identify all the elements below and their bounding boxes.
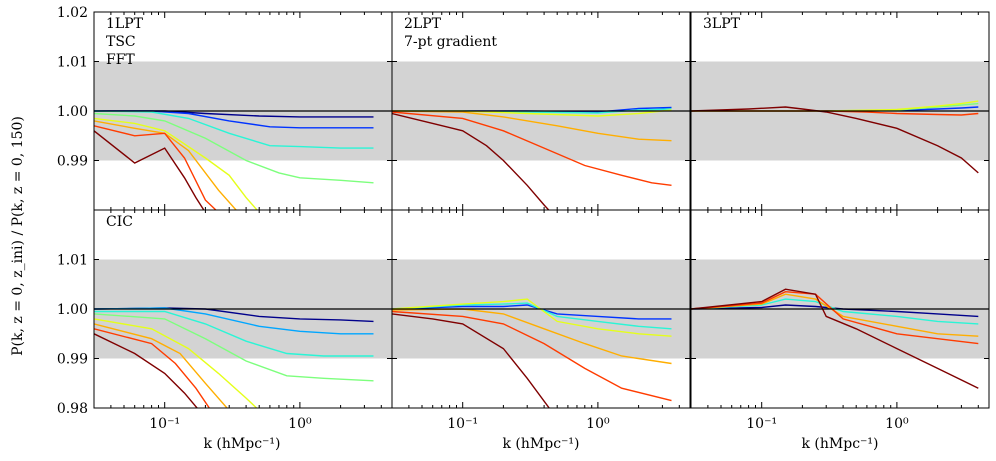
- y-tick-label: 0.99: [57, 154, 88, 170]
- series-line-top-3lpt-4: [691, 106, 979, 174]
- panel-bottom-2lpt: 10⁻¹ 10⁰: [391, 209, 691, 432]
- axis-labels: P(k, z = 0, z_ini) / P(k, z = 0, 150) k …: [10, 116, 879, 452]
- x-tick-label: 10⁻¹: [149, 416, 180, 432]
- x-tick-label: 10⁻¹: [746, 416, 777, 432]
- series-line-top-2lpt-5: [392, 112, 550, 210]
- series-line-bottom-1lpt-6: [94, 328, 211, 408]
- x-tick-label: 10⁻¹: [447, 416, 478, 432]
- y-tick-label: 1.01: [57, 55, 88, 71]
- panel-top-1lpt: 1.02 1.01 1.00 0.99 1LPT TSC FFT: [57, 5, 393, 211]
- panel-top-3lpt: 3LPT: [690, 11, 990, 211]
- panels: 1.02 1.01 1.00 0.99 1LPT TSC FFT 2LPT 7-pt gradi…: [57, 5, 990, 432]
- panel-bottom-1lpt: 1.01 1.00 0.99 0.98 10⁻¹ 10⁰ CIC: [57, 209, 393, 432]
- series-line-bottom-1lpt-5: [94, 323, 228, 408]
- y-tick-label: 1.02: [57, 5, 88, 21]
- x-axis-label-col-2: k (hMpc⁻¹): [502, 436, 579, 452]
- series-line-bottom-1lpt-7: [94, 333, 199, 408]
- series-line-bottom-3lpt-4: [691, 288, 979, 389]
- panel-label: 7-pt gradient: [404, 34, 497, 50]
- series-line-top-2lpt-3: [392, 110, 672, 142]
- y-tick-label: 1.01: [57, 253, 88, 269]
- series-line-top-1lpt-6: [94, 125, 217, 210]
- series-line-top-1lpt-5: [94, 120, 238, 210]
- series-line-top-1lpt-7: [94, 130, 205, 210]
- series-line-bottom-2lpt-5: [392, 313, 551, 408]
- series-line-bottom-2lpt-4: [392, 310, 672, 402]
- series-line-bottom-2lpt-2: [392, 298, 672, 337]
- series-line-top-1lpt-3: [94, 112, 374, 184]
- series-line-bottom-1lpt-1: [94, 307, 374, 335]
- panel-label: 3LPT: [703, 16, 741, 32]
- series-line-bottom-3lpt-3: [691, 290, 979, 345]
- panel-label: TSC: [106, 34, 136, 50]
- series-line-bottom-1lpt-2: [94, 310, 374, 357]
- series-line-top-1lpt-4: [94, 117, 258, 210]
- series-line-bottom-1lpt-4: [94, 318, 258, 408]
- x-tick-label: 10⁰: [586, 416, 610, 432]
- panel-label: FFT: [106, 52, 135, 68]
- x-tick-label: 10⁰: [885, 416, 909, 432]
- y-tick-label: 1.00: [57, 104, 88, 120]
- panel-label: CIC: [106, 214, 133, 230]
- y-axis-label: P(k, z = 0, z_ini) / P(k, z = 0, 150): [10, 116, 26, 356]
- x-tick-label: 10⁰: [288, 416, 312, 432]
- y-tick-label: 0.99: [57, 352, 88, 368]
- panel-bottom-3lpt: 10⁻¹ 10⁰: [690, 209, 990, 432]
- series-line-top-2lpt-4: [392, 111, 672, 186]
- panel-label: 2LPT: [404, 16, 442, 32]
- series-line-bottom-3lpt-2: [691, 293, 979, 337]
- y-tick-label: 0.98: [57, 401, 88, 417]
- x-axis-label-col-1: k (hMpc⁻¹): [203, 436, 280, 452]
- series-line-top-1lpt-2: [94, 110, 374, 149]
- series-group: [691, 288, 979, 389]
- series-line-bottom-1lpt-3: [94, 313, 374, 382]
- panel-label: 1LPT: [106, 16, 144, 32]
- y-tick-label: 1.00: [57, 302, 88, 318]
- series-group: [94, 307, 374, 408]
- x-axis-label-col-3: k (hMpc⁻¹): [801, 436, 878, 452]
- panel-top-2lpt: 2LPT 7-pt gradient: [391, 11, 691, 211]
